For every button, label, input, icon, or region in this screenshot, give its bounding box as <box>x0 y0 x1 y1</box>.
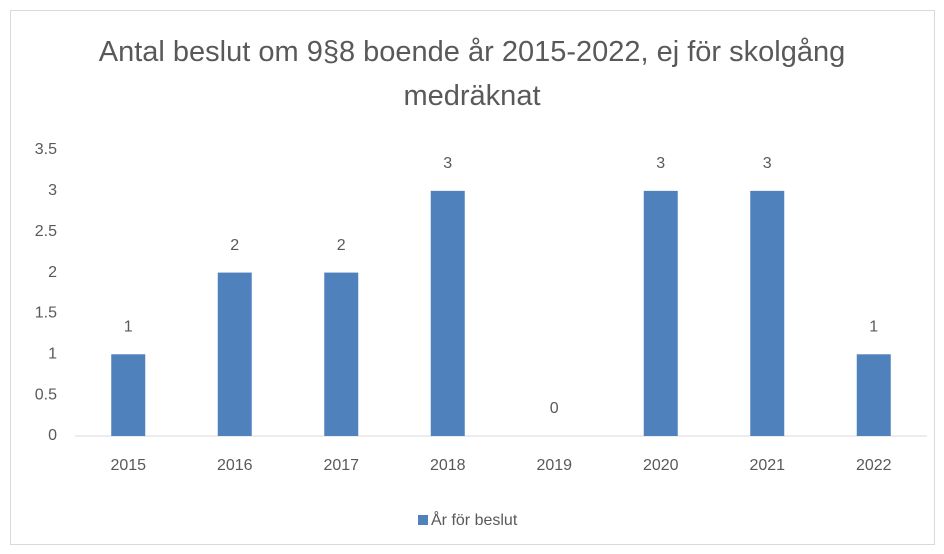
x-tick-label: 2020 <box>643 457 679 474</box>
bar <box>430 190 465 436</box>
bar <box>217 272 252 436</box>
x-tick-label: 2021 <box>749 457 785 474</box>
legend-swatch <box>418 515 428 525</box>
bar <box>643 190 678 436</box>
y-tick-label: 2 <box>48 264 57 281</box>
x-tick-label: 2018 <box>430 457 466 474</box>
x-tick-label: 2019 <box>536 457 572 474</box>
bar <box>111 354 146 436</box>
data-label: 2 <box>337 237 346 254</box>
data-label: 0 <box>550 400 559 417</box>
bar <box>856 354 891 436</box>
y-tick-label: 3.5 <box>35 141 57 158</box>
bar <box>750 190 785 436</box>
x-tick-label: 2017 <box>323 457 359 474</box>
data-label: 3 <box>656 155 665 172</box>
data-label: 3 <box>763 155 772 172</box>
y-tick-label: 1 <box>48 346 57 363</box>
data-label: 1 <box>869 319 878 336</box>
y-tick-label: 0.5 <box>35 386 57 403</box>
x-tick-label: 2016 <box>217 457 253 474</box>
y-tick-label: 2.5 <box>35 223 57 240</box>
x-tick-label: 2022 <box>856 457 892 474</box>
chart-title: Antal beslut om 9§8 boende år 2015-2022,… <box>98 36 846 112</box>
data-label: 2 <box>230 237 239 254</box>
data-label: 3 <box>443 155 452 172</box>
data-label: 1 <box>124 319 133 336</box>
bar <box>324 272 359 436</box>
y-tick-label: 0 <box>48 427 57 444</box>
y-tick-label: 3 <box>48 182 57 199</box>
y-tick-label: 1.5 <box>35 305 57 322</box>
legend-label: År för beslut <box>431 510 518 529</box>
x-tick-label: 2015 <box>110 457 146 474</box>
